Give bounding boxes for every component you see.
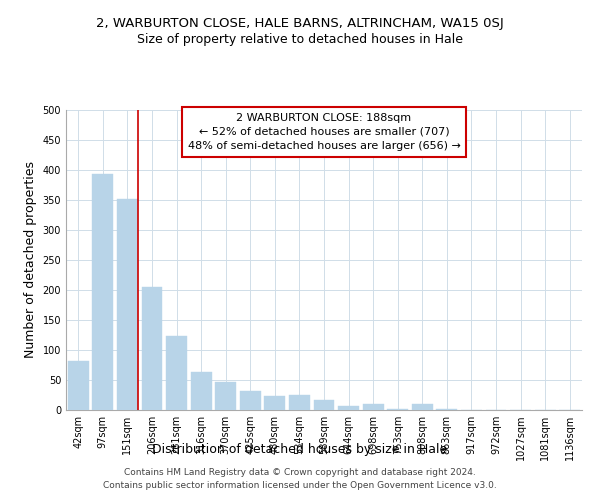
Bar [338,406,359,410]
Text: 2 WARBURTON CLOSE: 188sqm
← 52% of detached houses are smaller (707)
48% of semi: 2 WARBURTON CLOSE: 188sqm ← 52% of detac… [188,113,460,151]
Y-axis label: Number of detached properties: Number of detached properties [24,162,37,358]
Text: Size of property relative to detached houses in Hale: Size of property relative to detached ho… [137,32,463,46]
Bar [314,400,334,410]
Bar [412,404,433,410]
Bar [68,361,89,410]
Bar [265,396,286,410]
Bar [240,391,261,410]
Text: 2, WARBURTON CLOSE, HALE BARNS, ALTRINCHAM, WA15 0SJ: 2, WARBURTON CLOSE, HALE BARNS, ALTRINCH… [96,18,504,30]
Text: Contains HM Land Registry data © Crown copyright and database right 2024.
Contai: Contains HM Land Registry data © Crown c… [103,468,497,490]
Bar [92,174,113,410]
Bar [142,287,163,410]
Bar [117,199,138,410]
Bar [289,395,310,410]
Bar [166,336,187,410]
Bar [362,404,383,410]
Bar [215,382,236,410]
Bar [191,372,212,410]
Text: Distribution of detached houses by size in Hale: Distribution of detached houses by size … [152,444,448,456]
